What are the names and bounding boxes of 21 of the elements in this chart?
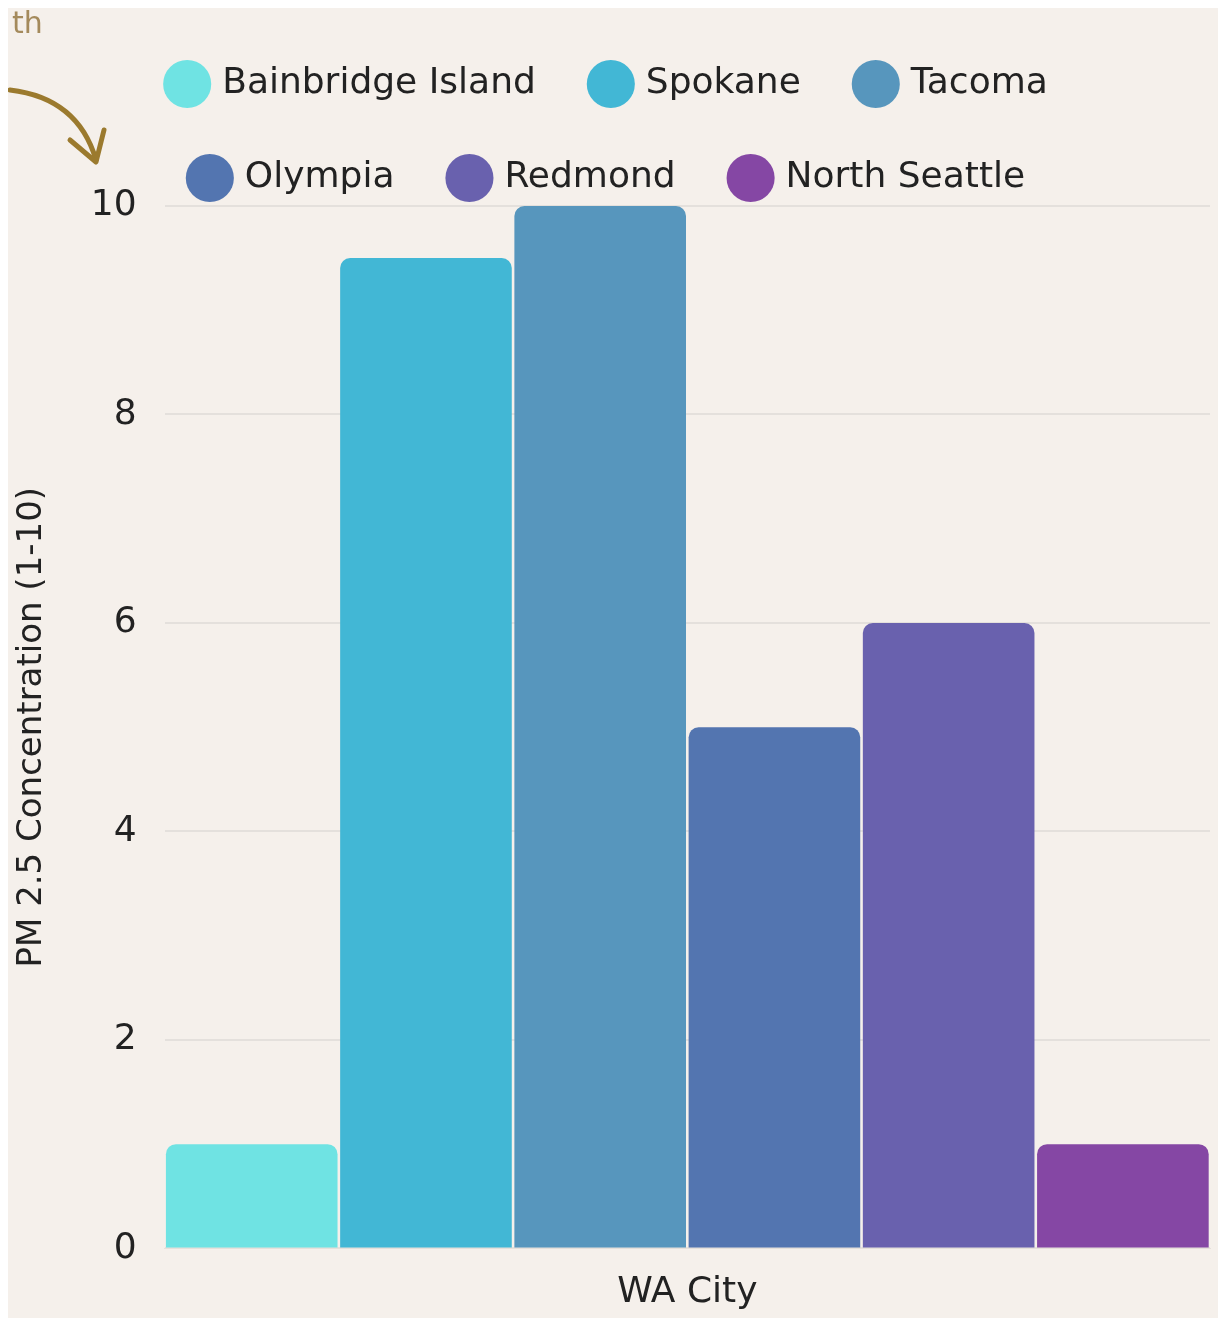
y-tick-label: 10 bbox=[90, 182, 137, 224]
y-axis-title: PM 2.5 Concentration (1-10) bbox=[9, 486, 50, 968]
bar bbox=[165, 1144, 338, 1248]
legend-label: Tacoma bbox=[909, 60, 1048, 102]
bar bbox=[514, 206, 686, 1248]
y-tick-label: 0 bbox=[113, 1224, 137, 1266]
text: th bbox=[12, 4, 43, 40]
legend-label: Bainbridge Island bbox=[222, 60, 536, 102]
bar bbox=[688, 727, 861, 1248]
legend-label: North Seattle bbox=[785, 154, 1026, 196]
bar bbox=[862, 622, 1035, 1248]
y-tick-label: 2 bbox=[113, 1016, 137, 1058]
legend-label: Spokane bbox=[645, 60, 801, 102]
y-tick-label: 4 bbox=[113, 807, 137, 849]
bar bbox=[1037, 1144, 1209, 1248]
bar bbox=[340, 258, 512, 1248]
legend-label: Redmond bbox=[504, 154, 676, 196]
legend-label: Olympia bbox=[244, 154, 395, 196]
y-tick-label: 8 bbox=[113, 390, 137, 432]
y-tick-label: 6 bbox=[113, 599, 137, 641]
x-axis-title: WA City bbox=[617, 1268, 758, 1310]
